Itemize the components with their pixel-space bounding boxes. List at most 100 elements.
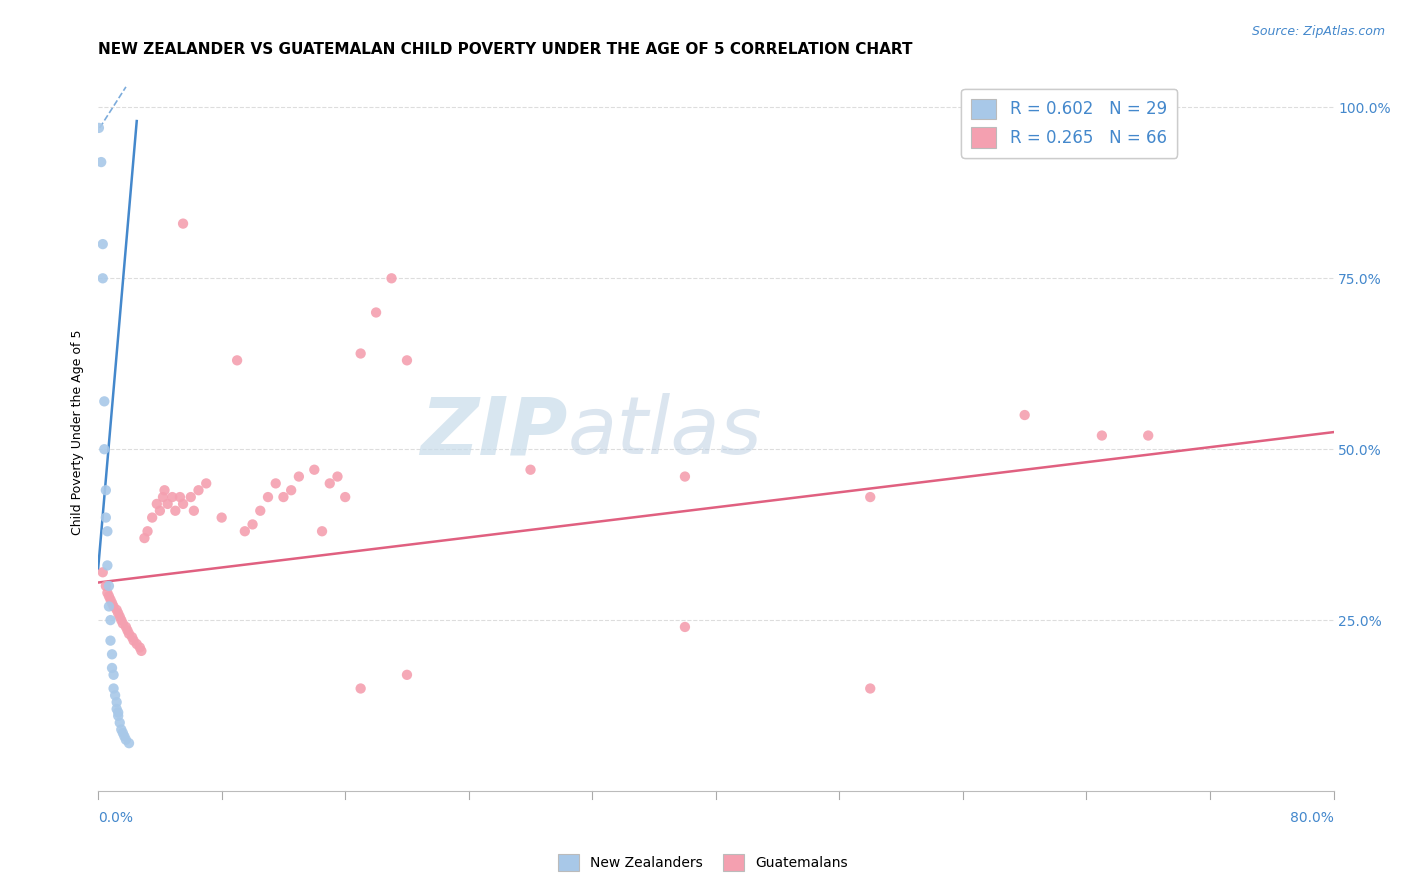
Point bbox=[364, 305, 387, 319]
Point bbox=[153, 483, 176, 498]
Point bbox=[165, 504, 187, 518]
Point bbox=[108, 715, 131, 730]
Point bbox=[304, 463, 326, 477]
Point bbox=[257, 490, 280, 504]
Point bbox=[249, 504, 271, 518]
Point bbox=[115, 732, 138, 747]
Text: ZIP: ZIP bbox=[420, 393, 568, 471]
Point bbox=[90, 155, 112, 169]
Point bbox=[673, 620, 696, 634]
Point bbox=[87, 120, 110, 135]
Point bbox=[111, 726, 134, 740]
Point bbox=[226, 353, 249, 368]
Text: 80.0%: 80.0% bbox=[1289, 811, 1333, 825]
Point bbox=[91, 271, 114, 285]
Point bbox=[100, 613, 122, 627]
Point bbox=[156, 497, 179, 511]
Point bbox=[94, 579, 117, 593]
Point bbox=[350, 681, 373, 696]
Point bbox=[105, 603, 128, 617]
Point bbox=[141, 510, 163, 524]
Point bbox=[96, 586, 118, 600]
Point bbox=[131, 644, 153, 658]
Point bbox=[107, 706, 129, 720]
Point bbox=[395, 353, 418, 368]
Point bbox=[101, 648, 124, 662]
Point bbox=[319, 476, 342, 491]
Point bbox=[146, 497, 169, 511]
Point bbox=[107, 607, 129, 621]
Point bbox=[311, 524, 333, 539]
Point bbox=[136, 524, 159, 539]
Point bbox=[97, 599, 120, 614]
Point bbox=[187, 483, 209, 498]
Y-axis label: Child Poverty Under the Age of 5: Child Poverty Under the Age of 5 bbox=[72, 329, 84, 535]
Point bbox=[350, 346, 373, 360]
Point bbox=[104, 689, 127, 703]
Point bbox=[97, 589, 120, 603]
Point bbox=[118, 627, 141, 641]
Point bbox=[93, 394, 115, 409]
Point bbox=[183, 504, 205, 518]
Point bbox=[859, 490, 882, 504]
Point bbox=[111, 616, 134, 631]
Point bbox=[100, 633, 122, 648]
Point bbox=[96, 524, 118, 539]
Point bbox=[380, 271, 402, 285]
Point bbox=[335, 490, 357, 504]
Point bbox=[122, 633, 145, 648]
Point bbox=[273, 490, 295, 504]
Point bbox=[169, 490, 191, 504]
Point bbox=[108, 609, 131, 624]
Text: NEW ZEALANDER VS GUATEMALAN CHILD POVERTY UNDER THE AGE OF 5 CORRELATION CHART: NEW ZEALANDER VS GUATEMALAN CHILD POVERT… bbox=[98, 42, 912, 57]
Point bbox=[152, 490, 174, 504]
Point bbox=[242, 517, 264, 532]
Point bbox=[103, 599, 125, 614]
Point bbox=[326, 469, 349, 483]
Legend: R = 0.602   N = 29, R = 0.265   N = 66: R = 0.602 N = 29, R = 0.265 N = 66 bbox=[962, 88, 1177, 158]
Point bbox=[118, 736, 141, 750]
Point bbox=[1137, 428, 1160, 442]
Point bbox=[172, 217, 194, 231]
Point bbox=[115, 620, 138, 634]
Point bbox=[103, 681, 125, 696]
Point bbox=[195, 476, 218, 491]
Point bbox=[112, 730, 135, 744]
Point bbox=[94, 510, 117, 524]
Point bbox=[288, 469, 311, 483]
Point bbox=[117, 624, 139, 638]
Point bbox=[100, 592, 122, 607]
Point bbox=[110, 723, 132, 737]
Point bbox=[103, 668, 125, 682]
Point bbox=[180, 490, 202, 504]
Point bbox=[172, 497, 194, 511]
Point bbox=[280, 483, 302, 498]
Legend: New Zealanders, Guatemalans: New Zealanders, Guatemalans bbox=[553, 848, 853, 876]
Text: Source: ZipAtlas.com: Source: ZipAtlas.com bbox=[1251, 25, 1385, 38]
Point bbox=[101, 661, 124, 675]
Text: atlas: atlas bbox=[568, 393, 762, 471]
Point bbox=[125, 637, 148, 651]
Point bbox=[107, 709, 129, 723]
Point bbox=[105, 695, 128, 709]
Point bbox=[94, 483, 117, 498]
Point bbox=[1091, 428, 1114, 442]
Point bbox=[128, 640, 150, 655]
Point bbox=[105, 702, 128, 716]
Point bbox=[519, 463, 541, 477]
Point bbox=[673, 469, 696, 483]
Point bbox=[110, 613, 132, 627]
Point bbox=[211, 510, 233, 524]
Point bbox=[96, 558, 118, 573]
Point bbox=[93, 442, 115, 457]
Point bbox=[91, 566, 114, 580]
Point bbox=[121, 630, 143, 644]
Point bbox=[97, 579, 120, 593]
Point bbox=[1014, 408, 1036, 422]
Point bbox=[101, 596, 124, 610]
Point bbox=[91, 237, 114, 252]
Text: 0.0%: 0.0% bbox=[98, 811, 134, 825]
Point bbox=[233, 524, 256, 539]
Point bbox=[395, 668, 418, 682]
Point bbox=[149, 504, 172, 518]
